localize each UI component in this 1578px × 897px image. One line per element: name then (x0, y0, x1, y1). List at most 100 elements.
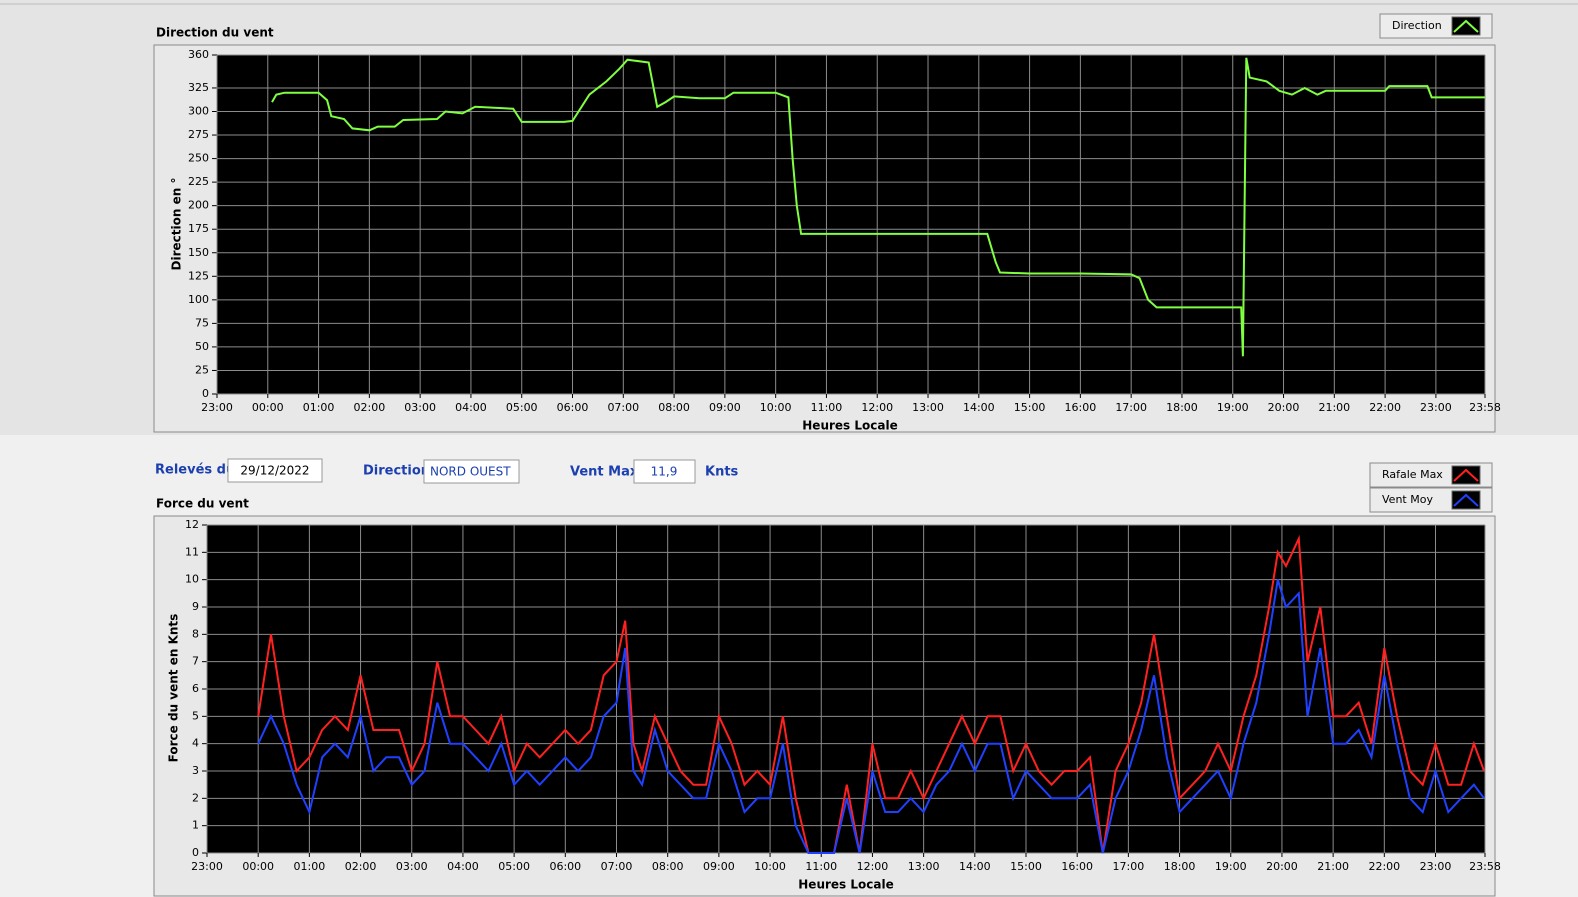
y-tick-label: 3 (192, 764, 199, 777)
x-tick-label: 04:00 (455, 401, 487, 414)
x-tick-label: 05:00 (506, 401, 538, 414)
y-tick-label: 360 (188, 48, 209, 61)
x-tick-label: 00:00 (242, 860, 274, 873)
y-tick-label: 125 (188, 269, 209, 282)
y-tick-label: 5 (192, 709, 199, 722)
legend-swatch (1453, 19, 1479, 33)
y-tick-label: 6 (192, 682, 199, 695)
x-tick-label: 22:00 (1368, 860, 1400, 873)
field-label: Vent Max (570, 465, 639, 480)
x-tick-label: 14:00 (963, 401, 995, 414)
x-tick-label: 13:00 (912, 401, 944, 414)
x-tick-label: 16:00 (1065, 401, 1097, 414)
x-tick-label: 07:00 (607, 401, 639, 414)
field-unit: Knts (705, 465, 739, 480)
x-tick-label: 05:00 (498, 860, 530, 873)
y-tick-label: 325 (188, 81, 209, 94)
x-tick-label: 23:58 (1469, 860, 1501, 873)
x-tick-label: 12:00 (861, 401, 893, 414)
y-tick-label: 7 (192, 655, 199, 668)
y-tick-label: 275 (188, 128, 209, 141)
chart-title: Force du vent (156, 497, 249, 511)
y-tick-label: 8 (192, 627, 199, 640)
x-tick-label: 13:00 (908, 860, 940, 873)
x-tick-label: 12:00 (857, 860, 889, 873)
y-tick-label: 175 (188, 222, 209, 235)
x-tick-label: 19:00 (1217, 401, 1249, 414)
x-tick-label: 03:00 (396, 860, 428, 873)
field-value: 29/12/2022 (240, 464, 309, 478)
plot-area (217, 55, 1485, 394)
y-tick-label: 50 (195, 340, 209, 353)
field-box[interactable] (227, 458, 323, 483)
x-tick-label: 02:00 (354, 401, 386, 414)
x-tick-label: 17:00 (1115, 401, 1147, 414)
legend-label: Direction (1392, 19, 1442, 32)
x-tick-label: 23:00 (201, 401, 233, 414)
y-tick-label: 300 (188, 105, 209, 118)
x-tick-label: 23:00 (1420, 860, 1452, 873)
y-tick-label: 12 (185, 518, 199, 531)
y-axis-label: Force du vent en Knts (167, 614, 181, 763)
x-tick-label: 21:00 (1317, 860, 1349, 873)
x-tick-label: 16:00 (1061, 860, 1093, 873)
y-tick-label: 250 (188, 152, 209, 165)
x-tick-label: 14:00 (959, 860, 991, 873)
x-tick-label: 00:00 (252, 401, 284, 414)
y-tick-label: 1 (192, 819, 199, 832)
field-box[interactable] (423, 459, 520, 484)
y-tick-label: 2 (192, 791, 199, 804)
series-line (257, 579, 1485, 854)
y-tick-label: 0 (202, 387, 209, 400)
x-tick-label: 03:00 (404, 401, 436, 414)
x-tick-label: 11:00 (805, 860, 837, 873)
x-tick-label: 15:00 (1014, 401, 1046, 414)
series-line (257, 534, 1486, 854)
y-tick-label: 100 (188, 293, 209, 306)
legend-swatch-bg (1451, 490, 1481, 510)
x-tick-label: 08:00 (652, 860, 684, 873)
legend-swatch-bg (1451, 16, 1481, 36)
x-tick-label: 06:00 (549, 860, 581, 873)
x-tick-label: 09:00 (709, 401, 741, 414)
y-tick-label: 9 (192, 600, 199, 613)
field-box[interactable] (633, 459, 696, 484)
x-tick-label: 22:00 (1369, 401, 1401, 414)
y-tick-label: 25 (195, 363, 209, 376)
x-tick-label: 15:00 (1010, 860, 1042, 873)
x-tick-label: 06:00 (557, 401, 589, 414)
x-tick-label: 01:00 (303, 401, 335, 414)
x-tick-label: 04:00 (447, 860, 479, 873)
x-tick-label: 10:00 (760, 401, 792, 414)
x-tick-label: 09:00 (703, 860, 735, 873)
x-tick-label: 07:00 (601, 860, 633, 873)
x-tick-label: 01:00 (294, 860, 326, 873)
x-tick-label: 19:00 (1215, 860, 1247, 873)
y-tick-label: 225 (188, 175, 209, 188)
x-tick-label: 18:00 (1166, 401, 1198, 414)
field-label: Relevés du (155, 463, 235, 478)
x-tick-label: 17:00 (1113, 860, 1145, 873)
x-tick-label: 23:58 (1469, 401, 1501, 414)
legend-swatch (1453, 468, 1479, 482)
form-row: Relevés du 29/12/2022 Direction NORD OUE… (155, 458, 739, 484)
x-tick-label: 20:00 (1266, 860, 1298, 873)
y-tick-label: 150 (188, 246, 209, 259)
x-tick-label: 11:00 (811, 401, 843, 414)
x-tick-label: 18:00 (1164, 860, 1196, 873)
legend-label: Rafale Max (1382, 468, 1443, 481)
x-tick-label: 02:00 (345, 860, 377, 873)
y-tick-label: 4 (192, 737, 199, 750)
y-tick-label: 75 (195, 316, 209, 329)
y-axis-label: Direction en ° (170, 178, 184, 271)
x-tick-label: 20:00 (1268, 401, 1300, 414)
legend-swatch (1453, 493, 1479, 507)
x-axis-label: Heures Locale (798, 878, 893, 892)
x-axis-label: Heures Locale (802, 419, 897, 433)
field-value: NORD OUEST (430, 465, 511, 479)
series-line (271, 57, 1485, 357)
x-tick-label: 10:00 (754, 860, 786, 873)
field-value: 11,9 (651, 465, 678, 479)
x-tick-label: 08:00 (658, 401, 690, 414)
